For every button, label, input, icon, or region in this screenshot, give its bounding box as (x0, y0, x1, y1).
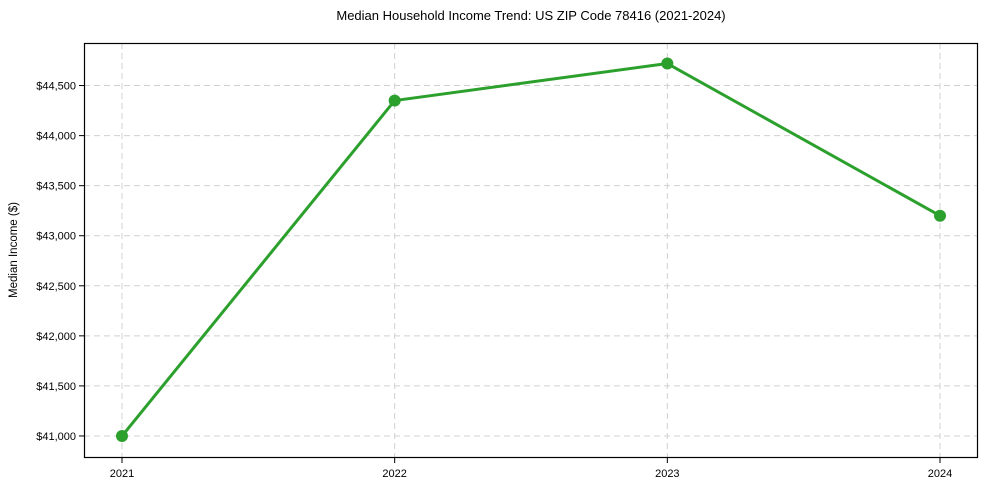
y-tick-label: $42,000 (36, 331, 76, 343)
chart-title: Median Household Income Trend: US ZIP Co… (336, 8, 726, 23)
x-tick-label: 2021 (110, 468, 134, 480)
x-tick-label: 2022 (382, 468, 406, 480)
data-point-2024 (934, 209, 946, 222)
income-trend-line (120, 62, 941, 437)
data-point-2021 (116, 429, 128, 442)
y-tick-label: $43,500 (36, 181, 76, 193)
y-tick-label: $43,000 (36, 231, 76, 243)
x-tick-label: 2023 (655, 468, 679, 480)
x-tick-label: 2024 (928, 468, 952, 480)
y-tick-label: $44,500 (36, 81, 76, 93)
data-point-2023 (661, 57, 674, 70)
y-tick-label: $42,500 (36, 281, 76, 293)
data-point-2022 (388, 94, 401, 107)
y-tick-label: $44,000 (36, 131, 76, 143)
plot-border (83, 42, 979, 459)
y-tick-label: $41,000 (36, 431, 76, 443)
y-tick-label: $41,500 (36, 381, 76, 393)
